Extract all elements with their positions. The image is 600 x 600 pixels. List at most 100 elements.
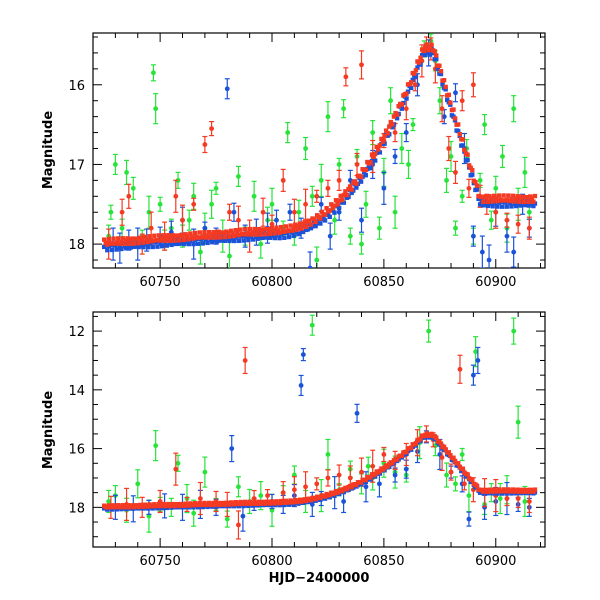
data-point bbox=[482, 122, 487, 128]
band-point bbox=[413, 74, 419, 79]
band-point bbox=[249, 232, 254, 237]
data-point bbox=[198, 496, 203, 501]
band-point bbox=[222, 234, 227, 240]
band-point bbox=[141, 244, 146, 250]
x-tick-label: 60750 bbox=[139, 554, 180, 569]
data-point bbox=[388, 98, 394, 104]
band-point bbox=[423, 52, 428, 58]
band-point bbox=[531, 203, 536, 209]
data-point bbox=[231, 209, 237, 215]
band-point bbox=[252, 226, 257, 232]
band-point bbox=[191, 241, 196, 247]
band-point bbox=[313, 219, 318, 225]
x-tick-label: 60800 bbox=[251, 554, 292, 569]
x-tick-label: 60900 bbox=[475, 554, 516, 569]
data-point bbox=[135, 481, 141, 487]
data-point bbox=[437, 98, 443, 104]
band-point bbox=[501, 193, 506, 198]
band-point bbox=[434, 56, 439, 62]
band-point bbox=[399, 453, 404, 459]
data-point bbox=[426, 328, 432, 334]
band-point bbox=[470, 172, 475, 177]
band-point bbox=[421, 48, 426, 54]
band-point bbox=[327, 492, 332, 498]
data-point bbox=[457, 366, 463, 372]
data-point bbox=[504, 217, 510, 223]
data-point bbox=[446, 146, 452, 151]
band-point bbox=[277, 235, 282, 241]
band-point bbox=[282, 229, 287, 234]
band-point bbox=[150, 238, 155, 244]
band-point bbox=[396, 103, 401, 109]
data-point bbox=[475, 358, 481, 363]
bottom-panel-points bbox=[101, 314, 538, 540]
band-point bbox=[221, 230, 226, 235]
data-point bbox=[486, 257, 492, 263]
band-point bbox=[114, 247, 119, 252]
data-point bbox=[493, 185, 499, 191]
data-point bbox=[327, 233, 333, 239]
band-point bbox=[200, 241, 206, 246]
band-point bbox=[274, 225, 279, 230]
band-point bbox=[142, 234, 148, 240]
band-point bbox=[481, 199, 486, 205]
data-point bbox=[392, 154, 398, 159]
band-point bbox=[470, 167, 475, 173]
x-tick-label: 60750 bbox=[139, 275, 180, 290]
band-point bbox=[210, 239, 215, 245]
band-point bbox=[512, 199, 517, 204]
band-point bbox=[272, 231, 278, 236]
band-point bbox=[434, 53, 439, 58]
band-point bbox=[523, 202, 528, 208]
band-point bbox=[147, 234, 152, 239]
band-point bbox=[438, 441, 444, 446]
band-point bbox=[205, 240, 210, 246]
band-point bbox=[526, 199, 531, 205]
band-point bbox=[293, 222, 298, 227]
band-point bbox=[341, 200, 347, 205]
band-point bbox=[473, 180, 478, 185]
band-point bbox=[191, 236, 196, 241]
band-point bbox=[376, 147, 381, 152]
data-point bbox=[224, 516, 230, 522]
band-point bbox=[372, 471, 378, 477]
band-point bbox=[426, 47, 431, 53]
band-point bbox=[322, 218, 328, 223]
band-point bbox=[109, 247, 115, 253]
top-panel-points bbox=[101, 33, 538, 268]
data-point bbox=[466, 516, 472, 522]
band-point bbox=[106, 236, 112, 242]
band-point bbox=[139, 236, 144, 242]
data-point bbox=[522, 170, 528, 175]
band-point bbox=[412, 71, 417, 76]
band-point bbox=[206, 229, 212, 235]
band-point bbox=[186, 241, 191, 247]
data-point bbox=[173, 466, 179, 472]
band-point bbox=[394, 112, 400, 117]
data-point bbox=[479, 249, 485, 255]
series-2 bbox=[108, 346, 532, 540]
data-point bbox=[191, 193, 197, 199]
band-point bbox=[427, 52, 433, 57]
data-point bbox=[213, 185, 219, 191]
data-point bbox=[459, 452, 465, 457]
data-point bbox=[307, 265, 313, 268]
band-point bbox=[465, 152, 470, 157]
band-point bbox=[443, 84, 448, 90]
data-point bbox=[236, 484, 241, 490]
data-point bbox=[453, 90, 458, 96]
band-point bbox=[114, 240, 119, 245]
band-point bbox=[332, 203, 337, 208]
band-point bbox=[170, 233, 176, 238]
band-point bbox=[214, 239, 220, 244]
band-point bbox=[513, 196, 519, 201]
data-point bbox=[240, 513, 246, 519]
data-point bbox=[300, 352, 306, 357]
data-point bbox=[258, 493, 264, 498]
band-point bbox=[341, 192, 347, 198]
band-point bbox=[457, 131, 462, 137]
band-point bbox=[286, 234, 292, 240]
band-point bbox=[465, 472, 470, 477]
band-point bbox=[343, 189, 348, 194]
band-point bbox=[336, 205, 342, 211]
